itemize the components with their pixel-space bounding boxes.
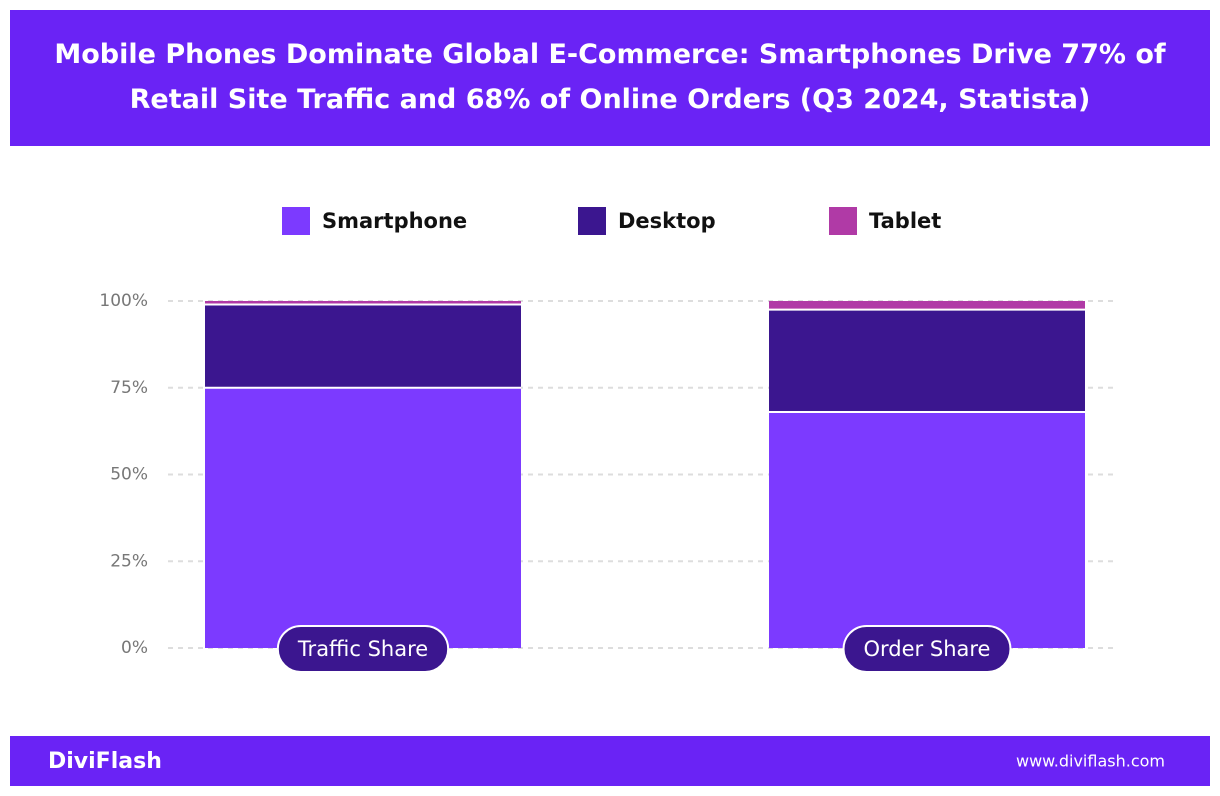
x-tick-label: Order Share: [864, 637, 991, 661]
header: Mobile Phones Dominate Global E-Commerce…: [10, 10, 1210, 146]
bar-segment: [769, 309, 1085, 413]
footer-bar: [10, 736, 1210, 786]
legend-label: Tablet: [869, 209, 941, 233]
chart-title: Mobile Phones Dominate Global E-Commerce…: [54, 39, 1166, 115]
brand: DiviFlash: [48, 749, 162, 774]
y-tick-label: 50%: [110, 465, 148, 485]
bar-segment: [769, 412, 1085, 648]
category-pill: [842, 625, 1012, 673]
y-tick-label: 75%: [110, 378, 148, 398]
y-tick-label: 0%: [121, 638, 148, 658]
bar-segment: [205, 387, 521, 648]
bar-segment: [769, 301, 1085, 310]
y-tick-label: 25%: [110, 551, 148, 571]
legend-swatch: [282, 207, 310, 235]
legend-label: Desktop: [618, 209, 716, 233]
y-tick-label: 100%: [99, 291, 148, 311]
legend-swatch: [829, 207, 857, 235]
legend-swatch: [578, 207, 606, 235]
bar-segment: [205, 304, 521, 388]
legend-label: Smartphone: [322, 209, 467, 233]
url: www.diviflash.com: [1016, 752, 1165, 771]
x-tick-label: Traffic Share: [297, 637, 428, 661]
category-pill: [276, 625, 450, 673]
bar-segment: [205, 301, 521, 305]
